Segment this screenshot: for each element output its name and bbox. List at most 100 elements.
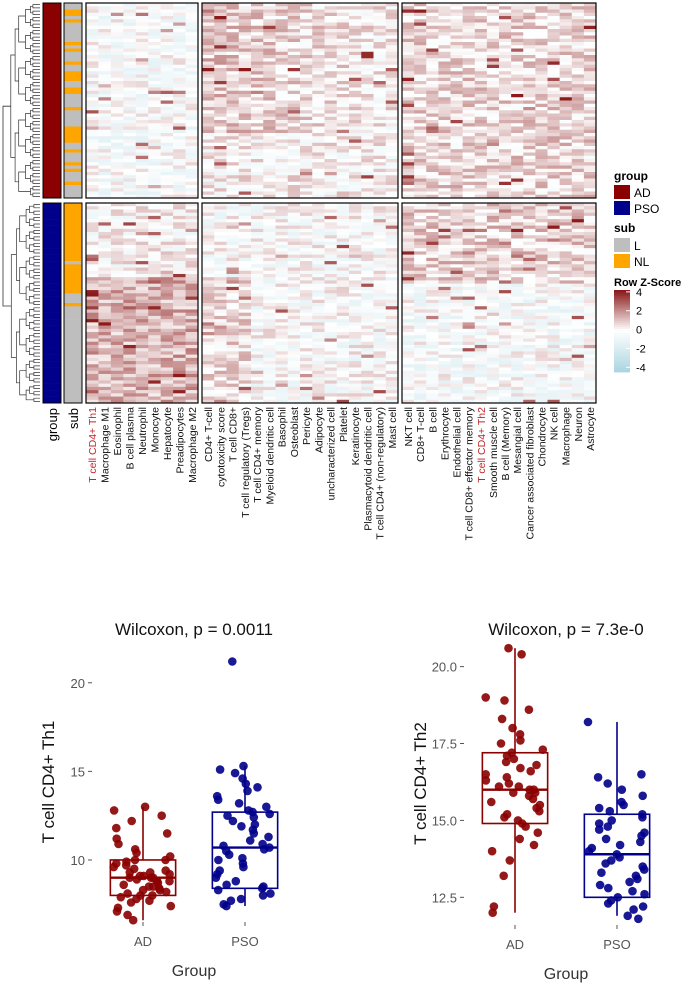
- heat-cell: [583, 290, 597, 294]
- heat-cell: [263, 344, 276, 349]
- heat-cell: [123, 84, 137, 88]
- heat-cell: [110, 97, 124, 101]
- heat-cell: [148, 332, 161, 336]
- heat-cell: [402, 129, 415, 134]
- heat-cell: [462, 244, 476, 249]
- heat-cell: [173, 222, 186, 226]
- dendrogram-branch: [33, 210, 40, 215]
- heat-cell: [559, 123, 573, 127]
- heat-cell: [547, 178, 560, 183]
- heat-cell: [324, 6, 338, 10]
- sub-annotation-cell: [64, 48, 82, 53]
- heat-cell: [226, 22, 240, 27]
- heat-cell: [185, 312, 199, 317]
- heat-cell: [535, 209, 548, 213]
- heat-cell: [202, 107, 215, 111]
- heat-cell: [547, 191, 560, 196]
- sub-annotation-cell: [64, 286, 82, 291]
- heat-cell: [402, 270, 415, 275]
- heat-cell: [559, 212, 573, 217]
- heat-cell: [312, 222, 325, 226]
- dendrogram-branch: [33, 397, 40, 402]
- heat-cell: [135, 42, 149, 46]
- heat-cell: [312, 248, 325, 252]
- heat-cell: [123, 354, 137, 359]
- heat-cell: [402, 315, 415, 320]
- heat-cell: [486, 322, 500, 326]
- heat-cell: [173, 19, 186, 23]
- heat-cell: [486, 64, 500, 69]
- heat-cell: [571, 312, 585, 317]
- heat-cell: [123, 367, 137, 372]
- heat-cell: [336, 238, 350, 243]
- heat-cell: [402, 71, 415, 75]
- heat-cell: [287, 293, 301, 297]
- heat-cell: [123, 126, 137, 131]
- heat-cell: [251, 325, 264, 330]
- sub-annotation-cell: [64, 386, 82, 391]
- heat-cell: [300, 338, 313, 343]
- heat-cell: [486, 185, 500, 189]
- heat-cell: [86, 61, 99, 66]
- heat-cell: [547, 87, 560, 92]
- heat-cell: [373, 293, 387, 297]
- heat-cell: [251, 165, 264, 170]
- heat-cell: [535, 303, 548, 307]
- heat-cell: [373, 228, 387, 233]
- heat-cell: [462, 68, 476, 72]
- heat-cell: [263, 338, 276, 343]
- heat-cell: [486, 191, 500, 196]
- heat-cell: [238, 386, 252, 391]
- heat-cell: [324, 399, 338, 404]
- heat-cell: [414, 139, 427, 144]
- heat-cell: [324, 136, 338, 140]
- heat-cell: [300, 51, 313, 56]
- heat-cell: [523, 273, 536, 278]
- heat-cell: [98, 225, 112, 230]
- heat-cell: [287, 206, 301, 210]
- heat-cell: [474, 293, 488, 297]
- heat-cell: [275, 168, 289, 173]
- group-annotation-cell: [43, 386, 61, 391]
- heat-cell: [547, 81, 560, 85]
- heat-cell: [226, 29, 240, 33]
- heat-cell: [349, 309, 362, 313]
- heat-cell: [263, 235, 276, 239]
- heat-cell: [474, 296, 488, 301]
- heat-cell: [499, 203, 512, 207]
- heat-cell: [535, 270, 548, 275]
- heat-cell: [523, 248, 536, 252]
- heat-cell: [583, 244, 597, 249]
- heat-cell: [86, 357, 99, 362]
- heat-cell: [450, 270, 463, 275]
- heat-cell: [324, 306, 338, 310]
- heat-cell: [426, 74, 439, 79]
- heat-cell: [185, 232, 199, 236]
- heat-cell: [135, 293, 149, 297]
- heat-cell: [486, 319, 500, 323]
- heat-cell: [486, 48, 500, 53]
- heat-cell: [300, 357, 313, 362]
- heat-cell: [462, 212, 476, 217]
- heat-cell: [361, 399, 374, 404]
- heat-cell: [251, 380, 264, 384]
- heat-cell: [324, 348, 338, 352]
- group-annotation-cell: [43, 136, 61, 140]
- heat-cell: [287, 9, 301, 14]
- heat-cell: [414, 142, 427, 147]
- heat-cell: [547, 293, 560, 297]
- heat-cell: [226, 90, 240, 95]
- group-annotation-cell: [43, 209, 61, 213]
- heat-cell: [238, 42, 252, 46]
- heat-cell: [373, 188, 387, 192]
- heat-cell: [336, 3, 350, 7]
- heat-cell: [86, 55, 99, 59]
- heat-cell: [349, 146, 362, 150]
- heat-cell: [185, 19, 199, 23]
- heat-cell: [499, 146, 512, 150]
- heat-cell: [571, 159, 585, 163]
- heat-cell: [160, 81, 174, 85]
- heat-cell: [185, 351, 199, 355]
- heat-cell: [402, 238, 415, 243]
- heat-cell: [523, 77, 536, 82]
